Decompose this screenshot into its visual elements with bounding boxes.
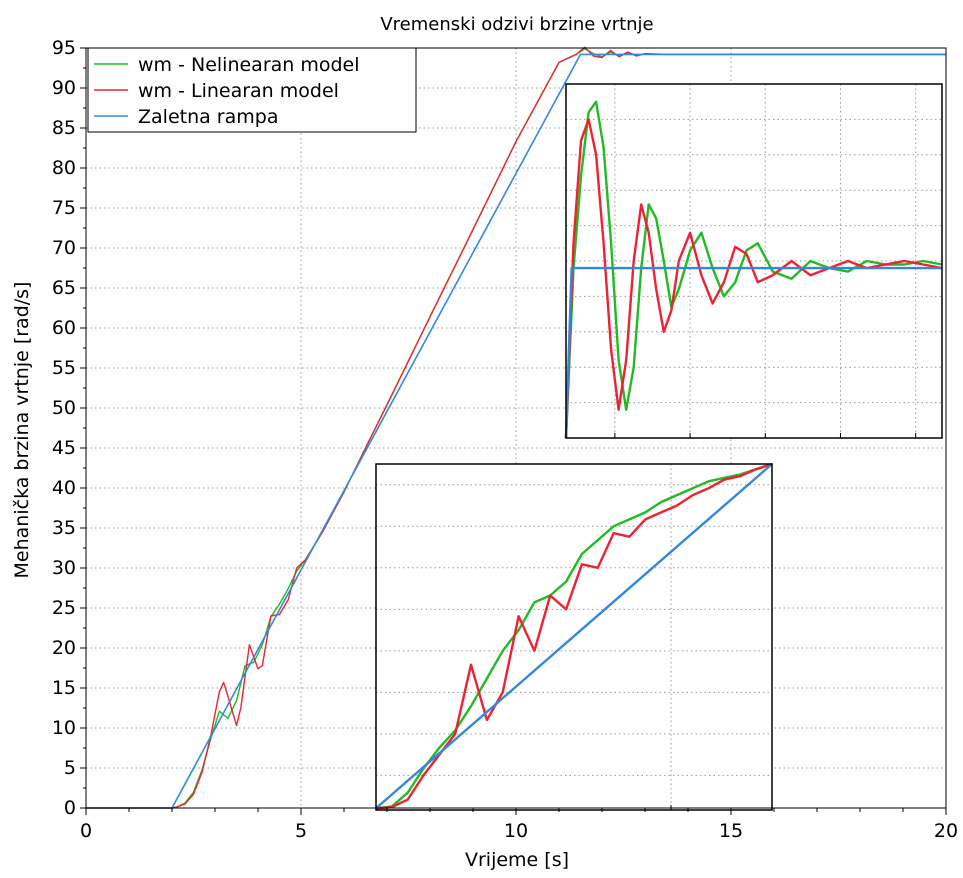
y-tick-label: 95 <box>52 37 76 59</box>
x-axis-title: Vrijeme [s] <box>465 849 569 871</box>
legend-box <box>87 47 417 133</box>
legend-label-2: Zaletna rampa <box>138 106 278 128</box>
legend-label-1: wm - Linearan model <box>138 80 339 102</box>
y-tick-label: 20 <box>52 637 76 659</box>
inset-background <box>566 84 942 438</box>
y-tick-label: 35 <box>52 517 76 539</box>
y-tick-label: 75 <box>52 197 76 219</box>
inset-steady-state <box>564 83 943 439</box>
y-tick-label: 80 <box>52 157 76 179</box>
y-tick-label: 25 <box>52 597 76 619</box>
inset-series-1 <box>564 118 943 439</box>
y-tick-label: 60 <box>52 317 76 339</box>
inset-series-2 <box>375 463 773 810</box>
x-tick-label: 0 <box>80 820 92 842</box>
y-tick-label: 40 <box>52 477 76 499</box>
legend: wm - Nelinearan model wm - Linearan model… <box>87 47 417 133</box>
y-tick-label: 65 <box>52 277 76 299</box>
y-tick-label: 45 <box>52 437 76 459</box>
y-tick-label: 70 <box>52 237 76 259</box>
x-tick-label: 10 <box>504 820 528 842</box>
y-tick-label: 85 <box>52 117 76 139</box>
plot-frame <box>85 47 947 809</box>
inset-series-2 <box>564 266 942 439</box>
y-tick-label: 55 <box>52 357 76 379</box>
y-axis-title: Mehanička brzina vrtnje [rad/s] <box>11 282 33 579</box>
y-tick-label: 10 <box>52 717 76 739</box>
x-tick-label: 15 <box>719 820 743 842</box>
inset-ramp-start <box>375 462 773 811</box>
y-tick-label: 15 <box>52 677 76 699</box>
inset-series-0 <box>375 462 773 810</box>
inset-series-0 <box>564 100 943 439</box>
x-tick-label: 20 <box>934 820 958 842</box>
y-tick-label: 0 <box>64 797 76 819</box>
inset-frame <box>375 463 773 811</box>
y-tick-label: 50 <box>52 397 76 419</box>
legend-label-0: wm - Nelinearan model <box>138 54 360 76</box>
y-tick-label: 30 <box>52 557 76 579</box>
inset-frame <box>565 83 943 439</box>
y-tick-label: 5 <box>64 757 76 779</box>
y-tick-label: 90 <box>52 77 76 99</box>
x-tick-label: 5 <box>295 820 307 842</box>
axes-layer: 0 5 10 15 20 25 30 35 40 45 50 55 60 65 70 75 80 85 90 95 0 5… <box>52 37 958 842</box>
chart-title: Vremenski odzivi brzine vrtnje <box>380 14 653 35</box>
